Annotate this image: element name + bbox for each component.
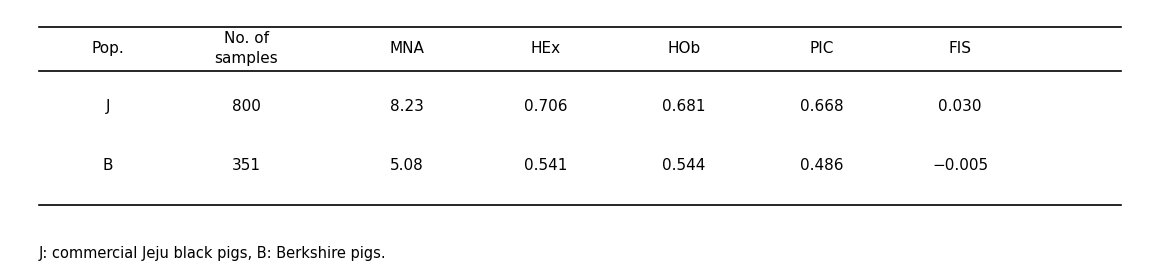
Text: Pop.: Pop. [92, 41, 124, 56]
Text: 0.544: 0.544 [662, 158, 705, 173]
Text: 0.541: 0.541 [524, 158, 567, 173]
Text: PIC: PIC [810, 41, 834, 56]
Text: HOb: HOb [667, 41, 701, 56]
Text: 0.486: 0.486 [800, 158, 843, 173]
Text: MNA: MNA [390, 41, 425, 56]
Text: 5.08: 5.08 [391, 158, 425, 173]
Text: B: B [102, 158, 113, 173]
Text: 0.681: 0.681 [662, 99, 705, 114]
Text: J: J [106, 99, 110, 114]
Text: 351: 351 [232, 158, 261, 173]
Text: 0.668: 0.668 [800, 99, 843, 114]
Text: 800: 800 [232, 99, 261, 114]
Text: 0.030: 0.030 [938, 99, 981, 114]
Text: No. of
samples: No. of samples [215, 32, 278, 66]
Text: J: commercial Jeju black pigs, B: Berkshire pigs.: J: commercial Jeju black pigs, B: Berksh… [38, 245, 386, 261]
Text: FIS: FIS [949, 41, 972, 56]
Text: HEx: HEx [530, 41, 560, 56]
Text: −0.005: −0.005 [931, 158, 988, 173]
Text: 8.23: 8.23 [390, 99, 425, 114]
Text: 0.706: 0.706 [523, 99, 567, 114]
